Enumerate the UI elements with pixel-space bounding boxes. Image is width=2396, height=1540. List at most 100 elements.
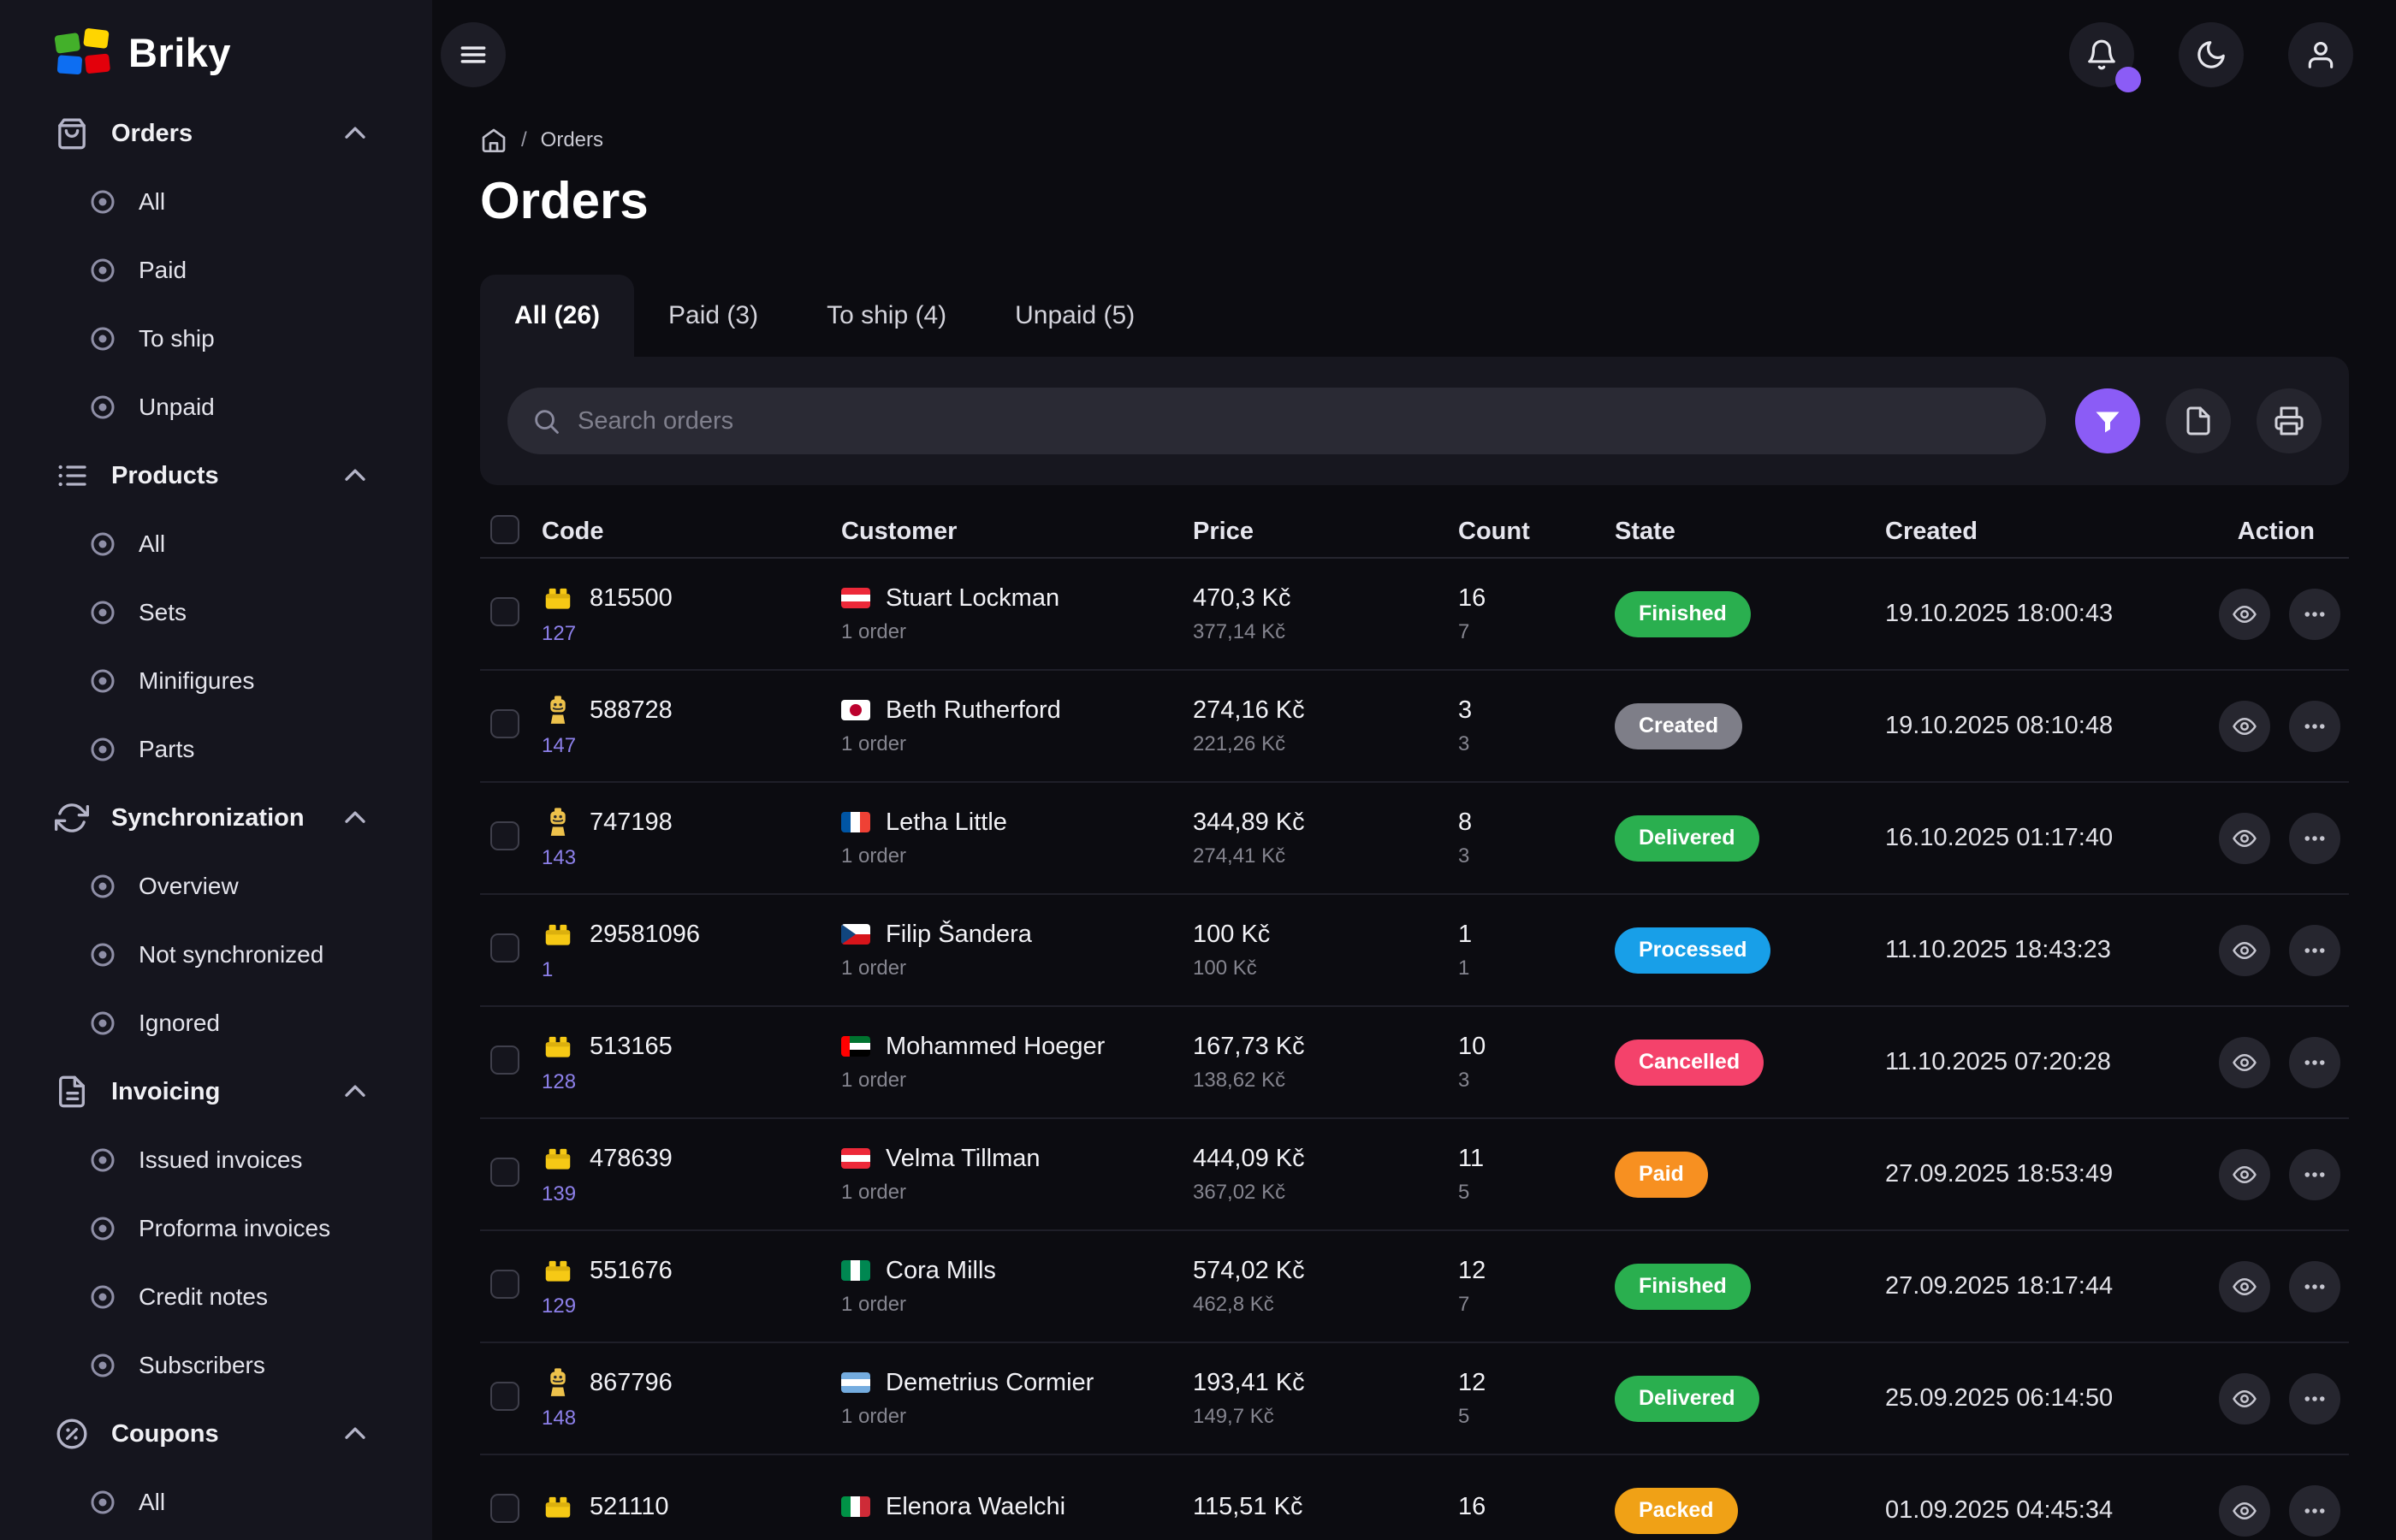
sidebar-item-unpaid[interactable]: Unpaid [0,373,432,441]
view-order-button[interactable] [2219,1148,2270,1200]
ring-icon [87,1487,118,1518]
breadcrumb-separator: / [521,128,527,151]
eye-icon [2232,1498,2257,1524]
more-actions-button[interactable] [2289,1260,2340,1312]
ellipsis-icon [2302,601,2328,627]
table-row: 867796 148 Demetrius Cormier 1 order 193,41 … [480,1343,2349,1455]
row-checkbox[interactable] [490,933,519,962]
minifigure-icon [542,806,574,838]
tab-to-ship-4[interactable]: To ship (4) [792,275,981,357]
home-icon[interactable] [480,127,507,154]
search-input[interactable] [578,406,2022,435]
lego-brick-icon [542,1030,574,1063]
sidebar-item-issued-invoices[interactable]: Issued invoices [0,1126,432,1194]
sidebar-item-all[interactable]: All [0,1468,432,1537]
moon-icon [2195,38,2227,71]
select-all-checkbox[interactable] [490,514,519,544]
filter-button[interactable] [2075,388,2140,453]
customer-order-count: 1 order [841,1292,907,1316]
row-select-cell [480,1270,542,1303]
sidebar-item-label: To ship [139,325,215,352]
status-badge: Packed [1615,1487,1738,1534]
view-order-button[interactable] [2219,1260,2270,1312]
more-actions-button[interactable] [2289,1372,2340,1424]
price-total: 274,16 Kč [1193,696,1305,724]
sidebar-section-synchronization[interactable]: Synchronization [0,784,432,852]
app-logo[interactable]: Briky [0,0,432,99]
column-header-created: Created [1885,517,1978,545]
row-checkbox[interactable] [490,1045,519,1075]
sidebar-item-all[interactable]: All [0,168,432,236]
sidebar-item-label: All [139,188,166,215]
sidebar-section-products[interactable]: Products [0,441,432,510]
created-at: 01.09.2025 04:45:34 [1885,1496,2114,1524]
customer-name: Letha Little [886,808,1007,836]
table-row: 588728 147 Beth Rutherford 1 order 274,16 Kč… [480,671,2349,783]
more-actions-button[interactable] [2289,588,2340,640]
state-cell: Packed [1615,1487,1885,1534]
created-at: 25.09.2025 06:14:50 [1885,1384,2114,1412]
customer-cell: Filip Šandera 1 order [841,921,1193,980]
eye-icon [2232,1162,2257,1188]
tab-paid-3[interactable]: Paid (3) [634,275,792,357]
sidebar-item-proforma-invoices[interactable]: Proforma invoices [0,1194,432,1263]
more-actions-button[interactable] [2289,1148,2340,1200]
print-button[interactable] [2257,388,2322,453]
status-badge: Paid [1615,1151,1708,1198]
price-total: 167,73 Kč [1193,1032,1305,1060]
view-order-button[interactable] [2219,1484,2270,1537]
sidebar-item-paid[interactable]: Paid [0,236,432,305]
sidebar-toggle-button[interactable] [441,22,506,87]
sidebar-item-minifigures[interactable]: Minifigures [0,647,432,715]
view-order-button[interactable] [2219,588,2270,640]
tab-all-26[interactable]: All (26) [480,275,635,357]
sidebar-item-parts[interactable]: Parts [0,715,432,784]
status-badge: Processed [1615,927,1771,974]
more-actions-button[interactable] [2289,1484,2340,1537]
row-actions [2219,1484,2349,1537]
row-checkbox[interactable] [490,1494,519,1523]
sidebar-item-not-synchronized[interactable]: Not synchronized [0,921,432,989]
price-total: 574,02 Kč [1193,1256,1305,1284]
view-order-button[interactable] [2219,700,2270,752]
sidebar-section-coupons[interactable]: Coupons [0,1400,432,1468]
theme-toggle-button[interactable] [2179,22,2244,87]
count-cell: 10 3 [1458,1033,1615,1093]
sidebar-item-all[interactable]: All [0,510,432,578]
ellipsis-icon [2302,1498,2328,1524]
shopping-bag-icon [55,116,89,151]
funnel-icon [2092,406,2123,436]
view-order-button[interactable] [2219,924,2270,976]
row-checkbox[interactable] [490,709,519,738]
more-actions-button[interactable] [2289,924,2340,976]
row-checkbox[interactable] [490,821,519,850]
ring-icon [87,187,118,217]
austria-flag-icon [841,1148,870,1169]
account-button[interactable] [2288,22,2353,87]
sidebar-item-label: Unpaid [139,394,215,420]
sidebar-item-sets[interactable]: Sets [0,578,432,647]
column-header-action: Action [2237,517,2315,545]
item-count-secondary: 3 [1458,844,1470,868]
sidebar-item-to-ship[interactable]: To ship [0,305,432,373]
row-checkbox[interactable] [490,1158,519,1187]
row-checkbox[interactable] [490,1382,519,1411]
view-order-button[interactable] [2219,812,2270,864]
view-order-button[interactable] [2219,1036,2270,1088]
more-actions-button[interactable] [2289,700,2340,752]
sidebar-section-orders[interactable]: Orders [0,99,432,168]
more-actions-button[interactable] [2289,1036,2340,1088]
row-checkbox[interactable] [490,1270,519,1299]
sidebar-item-subscribers[interactable]: Subscribers [0,1331,432,1400]
row-select-cell [480,1382,542,1415]
export-document-button[interactable] [2166,388,2231,453]
row-checkbox[interactable] [490,597,519,626]
sidebar-section-invoicing[interactable]: Invoicing [0,1057,432,1126]
sidebar-item-credit-notes[interactable]: Credit notes [0,1263,432,1331]
more-actions-button[interactable] [2289,812,2340,864]
order-code: 747198 [590,808,673,836]
sidebar-item-overview[interactable]: Overview [0,852,432,921]
tab-unpaid-5[interactable]: Unpaid (5) [981,275,1169,357]
view-order-button[interactable] [2219,1372,2270,1424]
sidebar-item-ignored[interactable]: Ignored [0,989,432,1057]
